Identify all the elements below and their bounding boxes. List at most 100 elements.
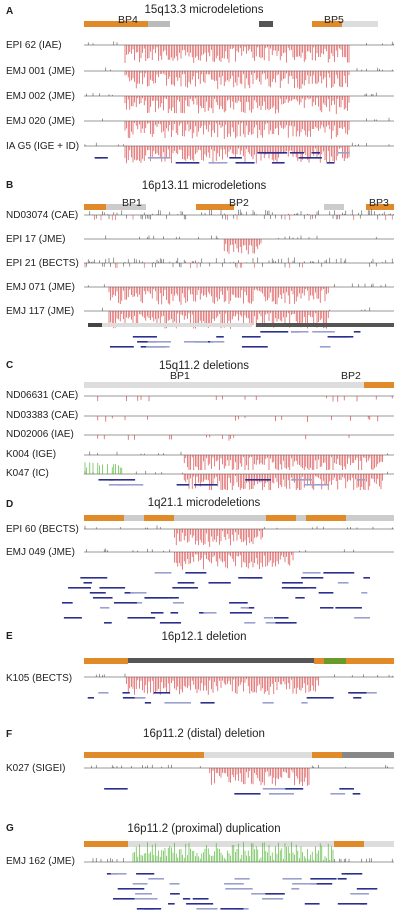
gene-feature: [63, 617, 82, 619]
gene-feature: [235, 162, 255, 164]
sample-label: IA G5 (IGE + ID): [6, 141, 80, 152]
gene-feature: [175, 162, 200, 164]
ruler: [84, 841, 394, 851]
segdup-block: [196, 204, 234, 210]
gene-feature: [172, 587, 198, 589]
gene-feature: [335, 607, 362, 609]
segdup-block: [312, 752, 342, 758]
track: [84, 235, 394, 255]
sample-label: ND03074 (CAE): [6, 210, 79, 221]
gene-feature: [301, 702, 308, 704]
gene-feature: [269, 793, 282, 795]
gene-feature: [148, 878, 164, 880]
gene-feature: [147, 341, 171, 343]
gene-feature: [274, 617, 289, 619]
gene-feature: [291, 888, 300, 890]
track: [84, 41, 394, 63]
gene-feature: [353, 331, 361, 333]
gene-feature: [271, 162, 285, 164]
gene-feature: [62, 602, 73, 604]
gene-feature: [262, 898, 284, 900]
breakpoint-label: BP4: [118, 14, 138, 26]
segdup-block: [148, 21, 170, 27]
panel-label: E: [6, 631, 13, 642]
gene-feature: [229, 612, 253, 614]
track: [84, 283, 394, 305]
gene-feature: [164, 702, 192, 704]
gene-feature: [320, 607, 334, 609]
gene-feature: [80, 577, 108, 579]
sample-label: EMJ 117 (JME): [6, 306, 75, 317]
segdup-block: [84, 515, 124, 521]
gene-feature: [117, 484, 144, 486]
track: [84, 415, 394, 422]
gene-track: [106, 873, 378, 910]
gene-feature: [136, 873, 155, 875]
gene-feature: [83, 582, 93, 584]
gene-feature: [113, 898, 135, 900]
segdup-block: [306, 515, 346, 521]
gene-feature: [348, 692, 367, 694]
breakpoint-label: BP1: [170, 370, 190, 382]
gene-feature: [99, 587, 126, 589]
gene-feature: [127, 617, 156, 619]
gene-feature: [262, 788, 287, 790]
gene-feature: [132, 883, 148, 885]
gene-feature: [203, 612, 217, 614]
panel-label: B: [6, 180, 14, 191]
gene-feature: [210, 341, 225, 343]
gene-feature: [109, 479, 136, 481]
gene-feature: [251, 893, 278, 895]
gene-feature: [132, 336, 157, 338]
gene-feature: [262, 702, 274, 704]
gene-feature: [354, 617, 370, 619]
ruler: [84, 752, 394, 762]
gene-feature: [225, 888, 253, 890]
gene-feature: [337, 152, 350, 154]
gene-feature: [260, 331, 289, 333]
gene-feature: [182, 898, 191, 900]
segdup-block: [106, 204, 146, 210]
gene-track: [104, 788, 361, 795]
ruler: [84, 21, 394, 31]
gene-feature: [220, 908, 244, 910]
gene-feature: [117, 888, 145, 890]
gene-feature: [298, 157, 322, 159]
gene-feature: [238, 577, 263, 579]
track: [84, 548, 394, 570]
gene-feature: [208, 162, 228, 164]
gene-feature: [110, 873, 127, 875]
gene-feature: [135, 893, 153, 895]
breakpoint-label: BP5: [324, 14, 344, 26]
gene-feature: [292, 883, 317, 885]
coverage-bar: [256, 323, 394, 327]
gene-feature: [304, 484, 330, 486]
gene-feature: [240, 607, 249, 609]
gene-feature: [353, 697, 362, 699]
gene-feature: [134, 898, 158, 900]
ruler: [84, 658, 394, 668]
segdup-block: [266, 515, 296, 521]
segdup-block: [324, 204, 344, 210]
segdup-block: [84, 21, 148, 27]
gene-feature: [304, 903, 320, 905]
panel-title: 15q13.3 microdeletions: [144, 4, 264, 16]
gene-feature: [306, 697, 334, 699]
segdup-block: [342, 752, 394, 758]
gene-feature: [327, 336, 354, 338]
gene-feature: [282, 582, 303, 584]
track: [84, 525, 394, 547]
gene-feature: [291, 331, 309, 333]
segdup-block: [314, 658, 394, 664]
segdup-block: [259, 21, 273, 27]
breakpoint-label: BP2: [229, 197, 249, 209]
gene-feature: [289, 587, 317, 589]
gene-feature: [87, 697, 94, 699]
gene-feature: [310, 883, 333, 885]
gene-feature: [343, 572, 355, 574]
panel-label: F: [6, 729, 13, 740]
sample-label: EMJ 162 (JME): [6, 856, 75, 867]
panel-title: 16p13.11 microdeletions: [141, 180, 267, 192]
gene-feature: [185, 572, 207, 574]
gene-feature: [234, 793, 261, 795]
